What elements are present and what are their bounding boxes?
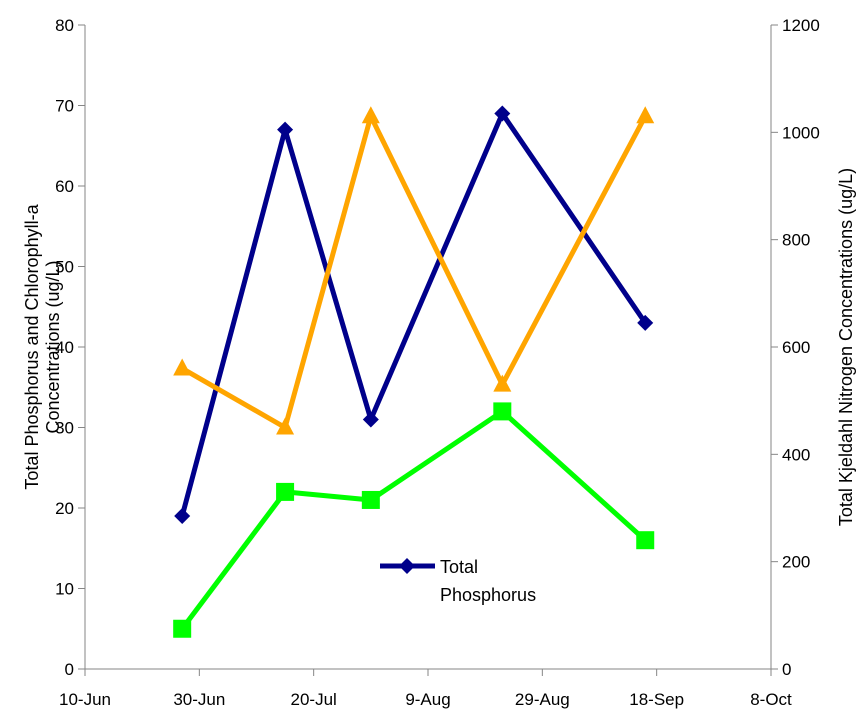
x-tick-label: 29-Aug bbox=[515, 690, 570, 709]
series-line bbox=[179, 111, 648, 517]
y-left-axis-title: Total Phosphorus and Chlorophyll-aConcen… bbox=[22, 203, 63, 489]
data-point bbox=[276, 417, 295, 435]
y-right-tick-label: 400 bbox=[782, 445, 810, 464]
series-diamond bbox=[174, 105, 654, 525]
data-point bbox=[173, 358, 192, 376]
legend: Total Phosphorus bbox=[380, 557, 536, 605]
y-right-tick-label: 800 bbox=[782, 231, 810, 250]
data-point bbox=[493, 374, 512, 392]
data-point bbox=[173, 619, 192, 638]
series-line bbox=[180, 408, 647, 631]
legend-marker bbox=[399, 558, 415, 574]
data-point bbox=[636, 106, 655, 124]
x-tick-label: 10-Jun bbox=[59, 690, 111, 709]
data-point bbox=[361, 106, 380, 124]
data-point bbox=[174, 508, 191, 525]
data-point bbox=[493, 402, 512, 421]
data-point bbox=[636, 531, 655, 550]
data-point bbox=[361, 490, 380, 509]
y-right-axis-title: Total Kjeldahl Nitrogen Concentrations (… bbox=[836, 168, 856, 526]
data-point bbox=[362, 411, 379, 428]
series-layer bbox=[173, 105, 655, 638]
y-left-tick-label: 20 bbox=[55, 499, 74, 518]
y-left-tick-label: 70 bbox=[55, 97, 74, 116]
y-left-tick-label: 40 bbox=[55, 338, 74, 357]
data-point bbox=[494, 105, 511, 122]
y-left-tick-label: 50 bbox=[55, 258, 74, 277]
y-left-tick-label: 10 bbox=[55, 580, 74, 599]
x-tick-label: 9-Aug bbox=[405, 690, 450, 709]
y-right-tick-label: 1200 bbox=[782, 16, 820, 35]
x-tick-label: 18-Sep bbox=[629, 690, 684, 709]
y-left-tick-label: 30 bbox=[55, 419, 74, 438]
y-left-tick-label: 60 bbox=[55, 177, 74, 196]
x-tick-label: 8-Oct bbox=[750, 690, 792, 709]
y-left-tick-label: 0 bbox=[65, 660, 74, 679]
axes: 0102030405060708002004006008001000120010… bbox=[22, 16, 856, 709]
y-left-tick-label: 80 bbox=[55, 16, 74, 35]
x-tick-label: 30-Jun bbox=[173, 690, 225, 709]
data-point bbox=[277, 121, 294, 138]
x-tick-label: 20-Jul bbox=[291, 690, 337, 709]
data-point bbox=[637, 314, 654, 331]
y-right-tick-label: 0 bbox=[782, 660, 791, 679]
legend-label: Total Phosphorus bbox=[440, 557, 536, 605]
data-point bbox=[276, 482, 295, 501]
y-right-tick-label: 200 bbox=[782, 553, 810, 572]
y-right-tick-label: 600 bbox=[782, 338, 810, 357]
y-right-tick-label: 1000 bbox=[782, 123, 820, 142]
series-line bbox=[180, 113, 648, 430]
series-square bbox=[173, 402, 655, 638]
series-triangle bbox=[173, 106, 655, 435]
